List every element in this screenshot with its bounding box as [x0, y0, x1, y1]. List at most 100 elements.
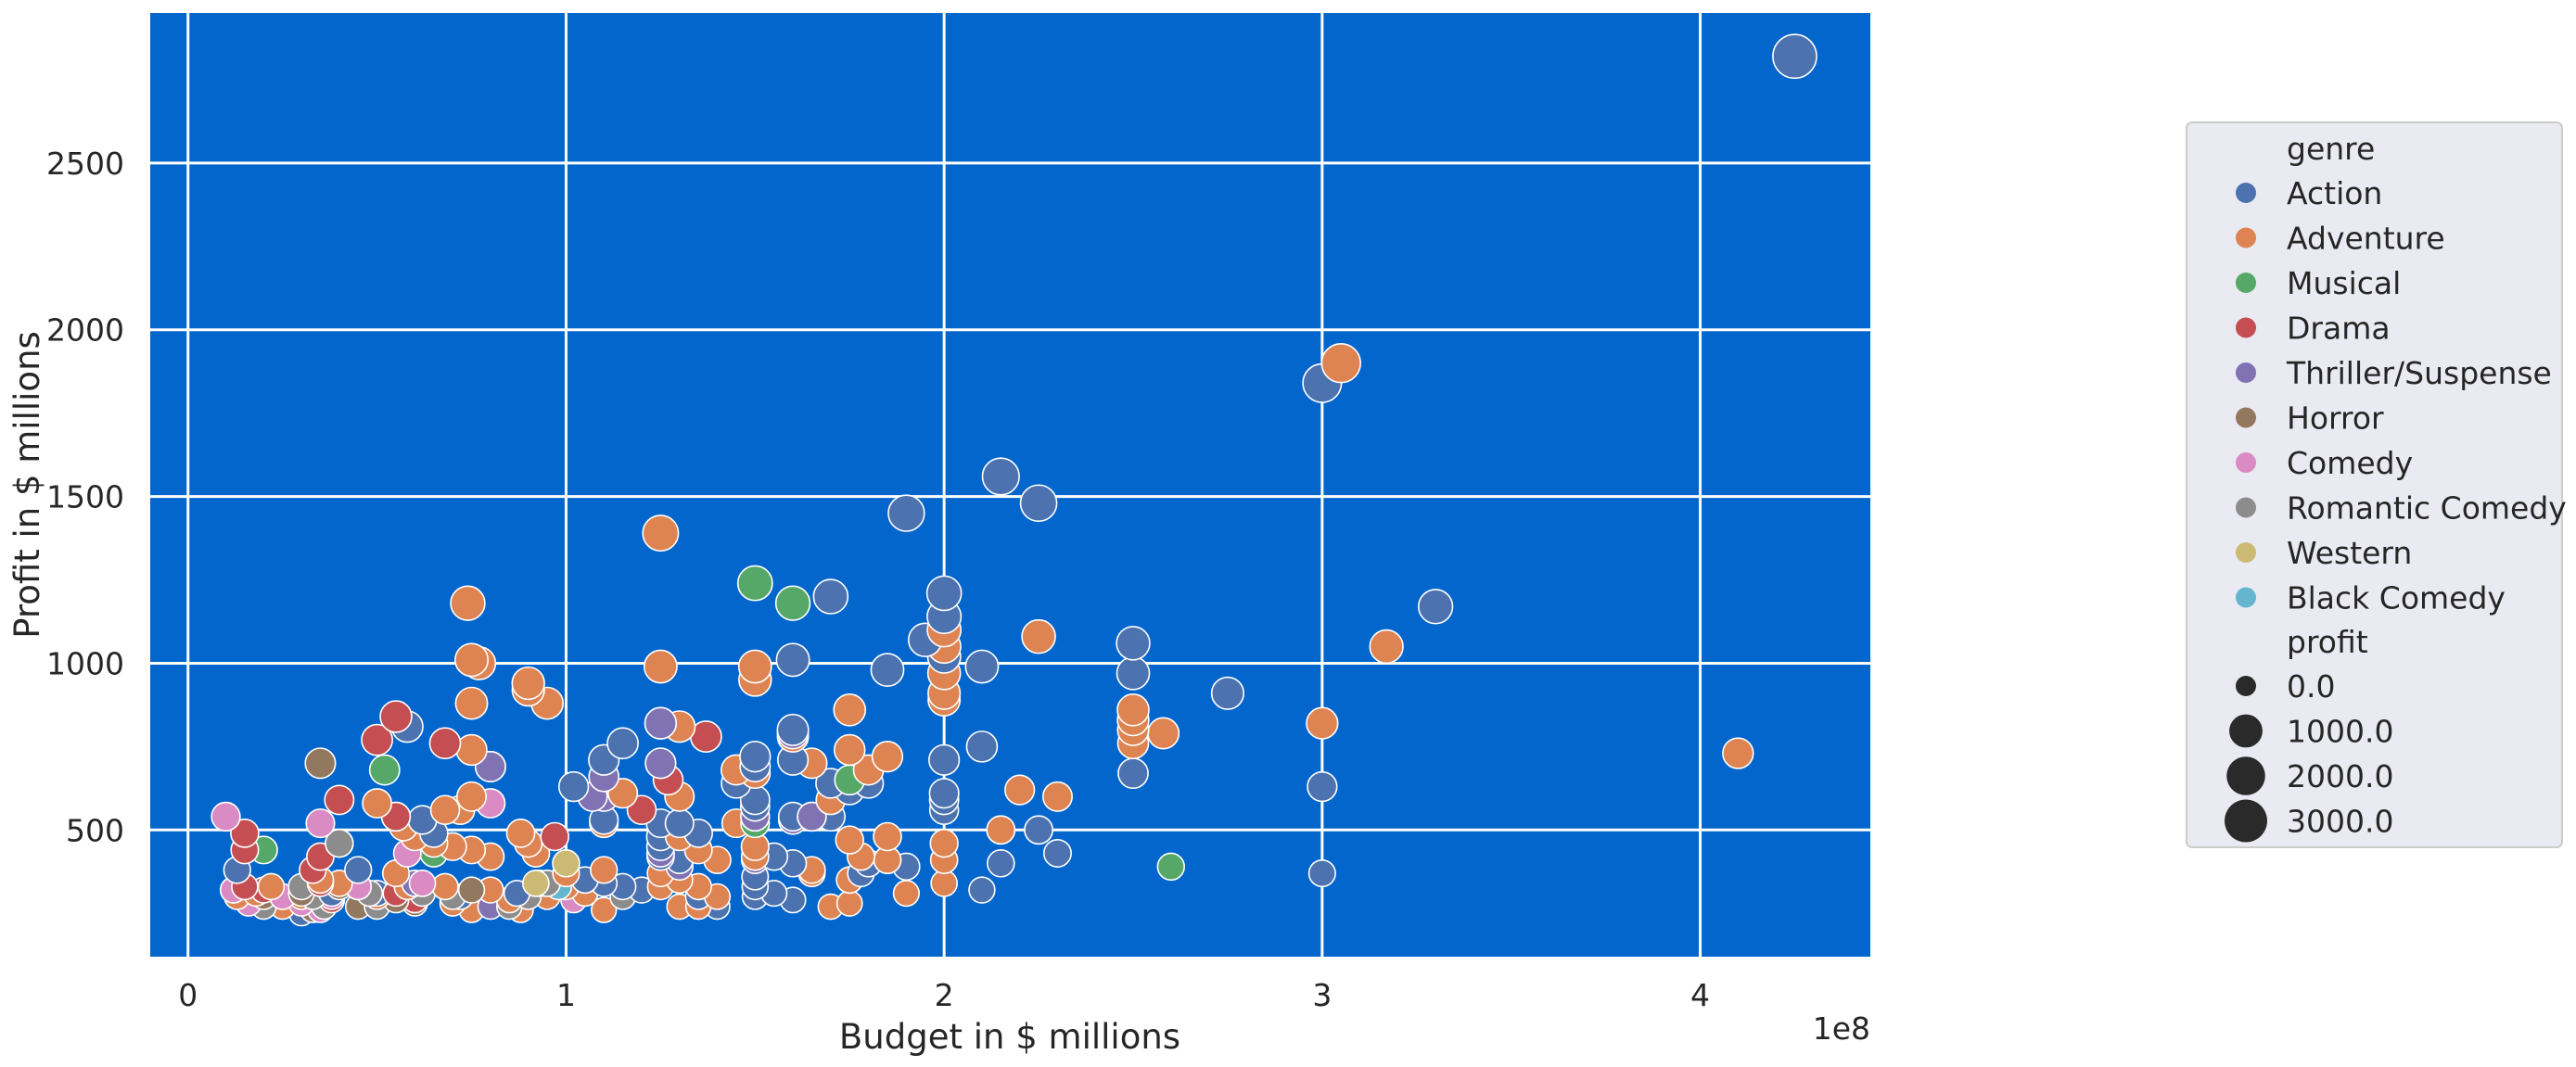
y-tick-label: 1000 [46, 645, 124, 681]
data-point [1042, 839, 1072, 868]
data-point [257, 872, 286, 901]
data-point [344, 856, 373, 884]
data-point [455, 733, 488, 767]
data-point [644, 706, 678, 740]
legend-box [2186, 121, 2563, 848]
data-point [368, 754, 401, 786]
data-point [965, 730, 999, 763]
data-point [929, 829, 959, 858]
y-axis-label: Profit in $ millions [7, 331, 47, 639]
data-point [454, 686, 489, 720]
data-point [835, 890, 863, 917]
legend-marker [2236, 497, 2256, 518]
legend: genre Action Adventure Musical Drama Thrille… [2186, 121, 2567, 848]
legend-entry-label: Drama [2287, 311, 2391, 347]
legend-marker [2236, 587, 2256, 608]
legend-size-label: 3000.0 [2287, 804, 2393, 840]
legend-size-items: 0.0 1000.0 2000.0 3000.0 [2225, 668, 2393, 843]
data-point [928, 743, 961, 776]
y-tick-label: 500 [66, 812, 124, 848]
data-point [521, 870, 550, 897]
data-point [930, 870, 959, 897]
data-point [776, 713, 810, 746]
legend-marker [2236, 273, 2256, 293]
data-point [643, 649, 678, 684]
x-axis-offset-label: 1e8 [1813, 1010, 1870, 1047]
data-point [456, 781, 488, 812]
legend-entry-label: Thriller/Suspense [2286, 355, 2552, 391]
data-point [325, 829, 354, 858]
data-point [540, 821, 570, 852]
legend-size-label: 1000.0 [2287, 714, 2393, 750]
data-point [892, 880, 921, 908]
data-point [361, 723, 394, 756]
data-point [1041, 781, 1073, 812]
data-point [774, 585, 811, 621]
y-tick-label: 2500 [46, 146, 124, 182]
x-tick-label: 0 [178, 977, 198, 1013]
legend-marker [2236, 407, 2256, 428]
data-point [775, 642, 810, 678]
data-point [1306, 706, 1339, 740]
data-point [981, 457, 1020, 496]
data-point [833, 692, 867, 727]
y-tick-label: 1500 [46, 479, 124, 515]
data-point [737, 649, 772, 684]
legend-size-label: 0.0 [2287, 668, 2335, 705]
data-point [1004, 774, 1036, 806]
data-point [1369, 629, 1404, 665]
data-point [210, 801, 241, 832]
data-point [968, 876, 996, 904]
points-layer [210, 33, 1817, 927]
legend-entry-label: Western [2287, 535, 2412, 571]
x-axis-ticks: 0 1 2 3 4 [178, 977, 1710, 1013]
x-tick-label: 4 [1690, 977, 1710, 1013]
data-point [1024, 815, 1054, 845]
legend-hue-items: Action Adventure Musical Drama Thriller/Susp… [2236, 175, 2567, 616]
data-point [1722, 737, 1754, 769]
x-tick-label: 2 [935, 977, 954, 1013]
legend-entry-label: Comedy [2287, 445, 2413, 481]
y-tick-label: 2000 [46, 312, 124, 349]
y-axis-ticks: 500 1000 1500 2000 2500 [46, 146, 124, 848]
data-point [1210, 676, 1244, 710]
x-tick-label: 1 [556, 977, 576, 1013]
legend-entry-label: Action [2287, 175, 2382, 211]
legend-size-marker [2236, 676, 2256, 696]
data-point [230, 819, 260, 848]
data-point [664, 808, 695, 839]
legend-hue-title: genre [2287, 131, 2375, 167]
data-point [362, 788, 393, 819]
legend-entry-label: Black Comedy [2287, 580, 2506, 616]
data-point [887, 494, 925, 532]
x-tick-label: 3 [1312, 977, 1332, 1013]
data-point [1116, 626, 1151, 661]
data-point [305, 808, 336, 839]
legend-marker [2236, 362, 2256, 383]
data-point [812, 578, 849, 615]
data-point [1772, 33, 1817, 80]
legend-entry-label: Adventure [2287, 221, 2445, 257]
data-point [835, 825, 864, 855]
data-point [606, 727, 639, 760]
data-point [511, 666, 545, 701]
data-point [557, 770, 590, 803]
data-point [1307, 859, 1336, 888]
data-point [450, 585, 486, 621]
legend-size-title: profit [2287, 624, 2368, 660]
data-point [986, 815, 1016, 845]
data-point [642, 514, 680, 553]
data-point [590, 856, 618, 884]
data-point [833, 733, 866, 767]
legend-entry-label: Romantic Comedy [2287, 490, 2567, 527]
data-point [871, 741, 904, 773]
data-point [873, 821, 902, 852]
data-point [429, 794, 461, 826]
data-point [870, 653, 905, 688]
data-point [379, 700, 413, 733]
data-point [964, 649, 1000, 684]
data-point [1116, 655, 1151, 691]
data-point [304, 747, 337, 780]
data-point [739, 741, 772, 773]
